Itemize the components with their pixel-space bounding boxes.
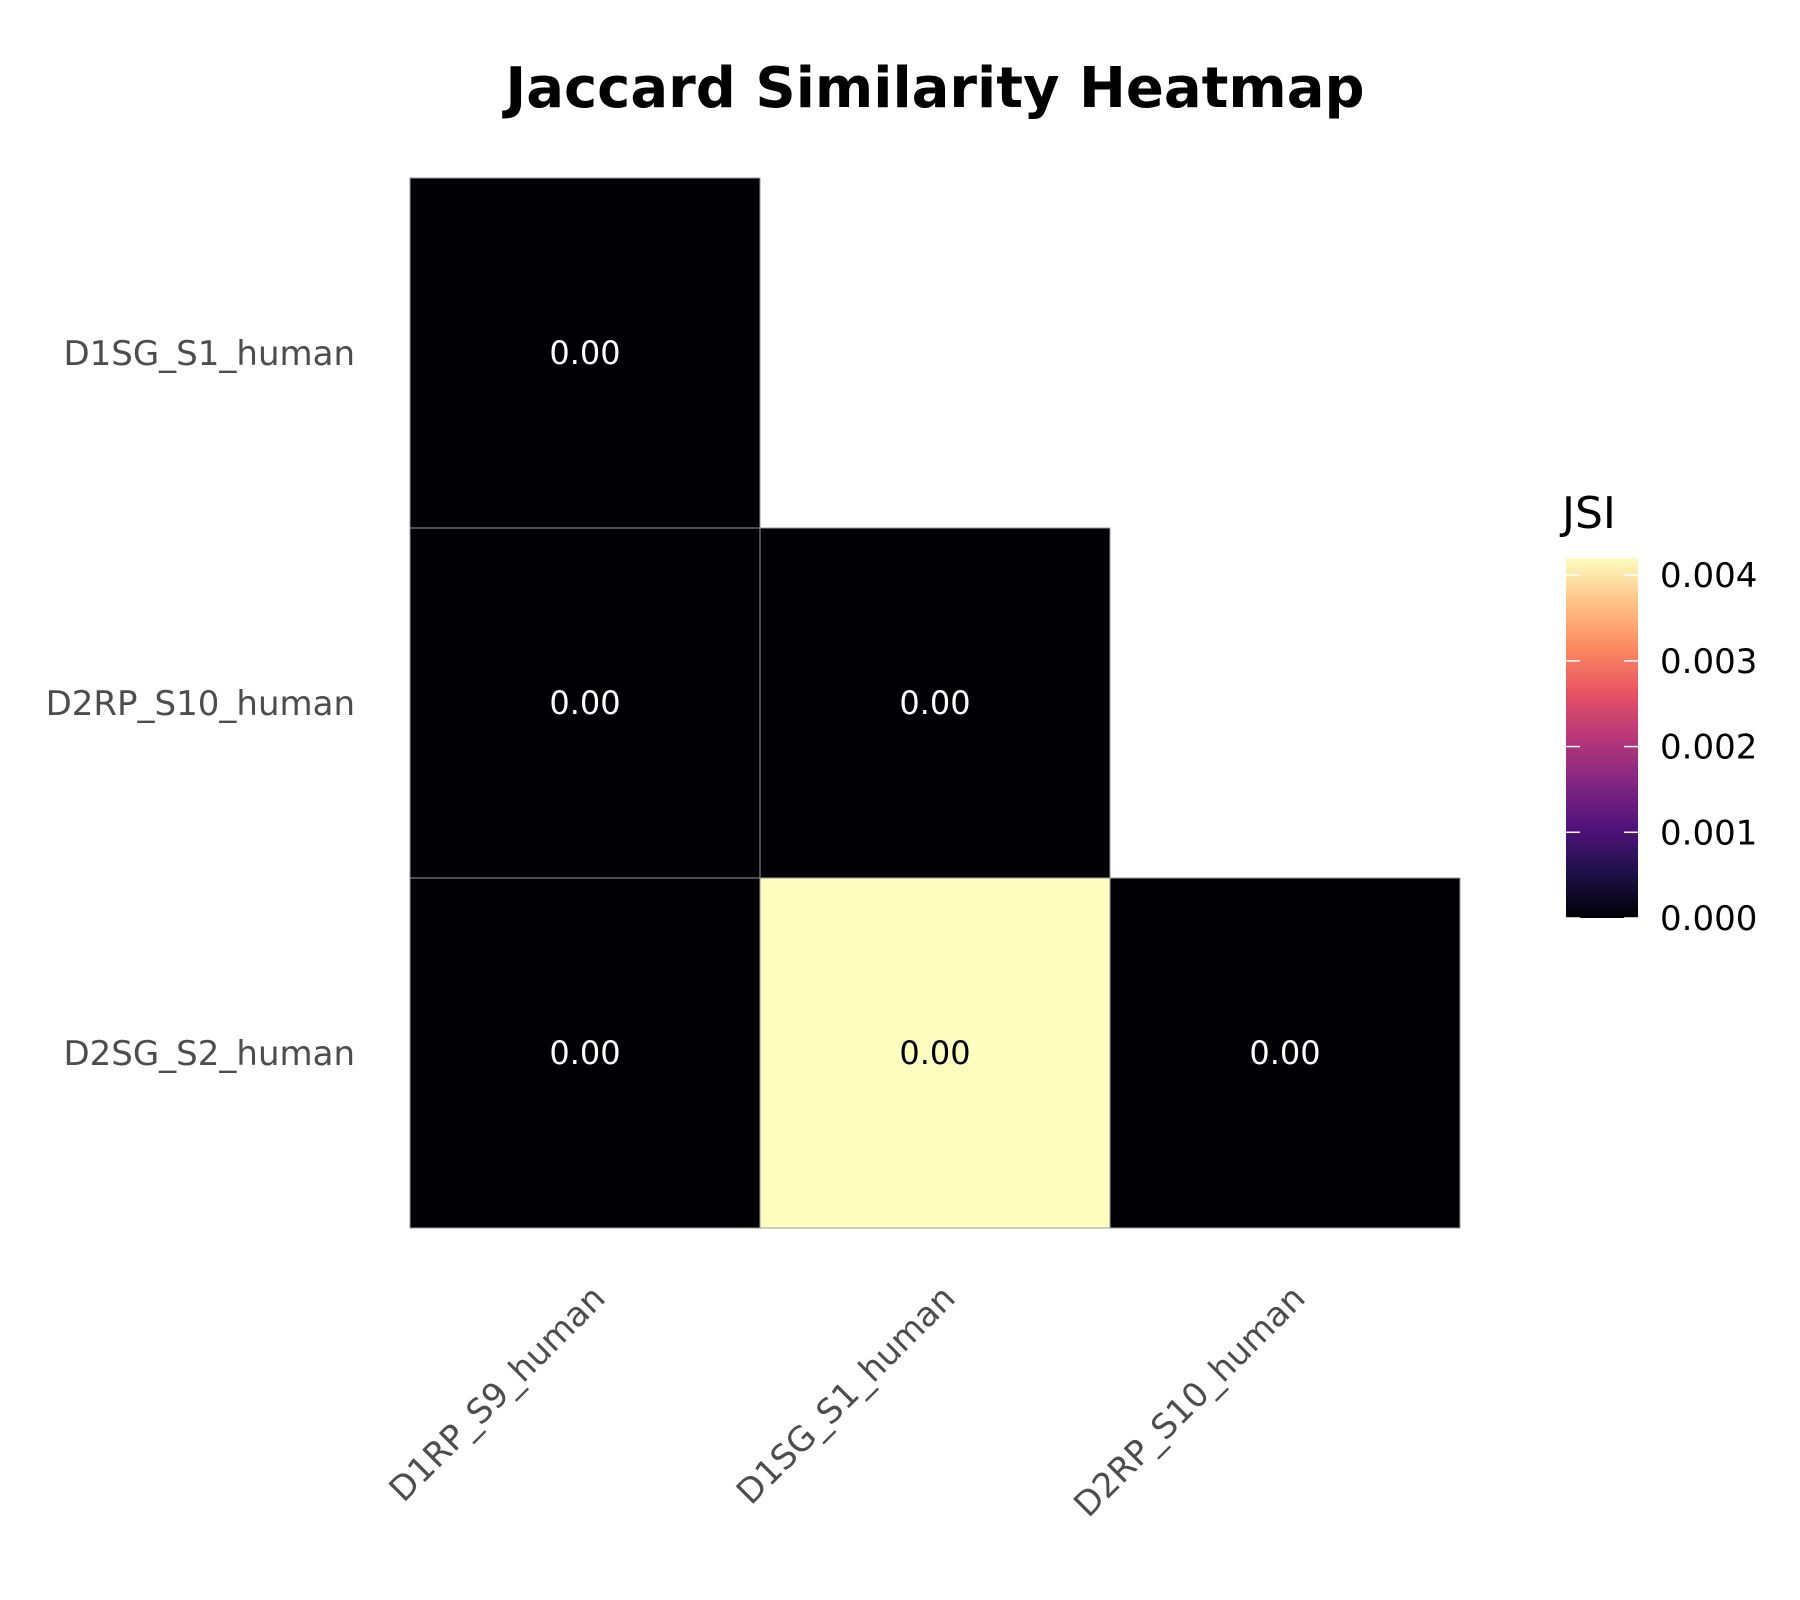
x-tick-label: D1SG_S1_human: [729, 1278, 963, 1512]
heatmap-cells: 0.00 0.00 0.00 0.00 0.00 0.00: [409, 177, 1461, 1229]
colorbar-tick-label: 0.004: [1660, 556, 1757, 596]
y-tick-label: D2SG_S2_human: [63, 1034, 355, 1074]
colorbar-title: JSI: [1559, 488, 1616, 539]
x-tick-label: D2RP_S10_human: [1066, 1278, 1313, 1525]
heatmap-cell: [409, 877, 761, 1229]
colorbar-legend: JSI 0.000 0.001 0.002 0.003 0.004: [1559, 488, 1757, 939]
cell-value-label: 0.00: [1249, 1034, 1320, 1072]
y-tick-label: D1SG_S1_human: [63, 334, 355, 374]
chart-title: Jaccard Similarity Heatmap: [501, 56, 1364, 121]
y-axis-labels: D1SG_S1_human D2RP_S10_human D2SG_S2_human: [46, 334, 355, 1074]
heatmap-cell: [759, 527, 1111, 879]
heatmap-cell: [1109, 877, 1461, 1229]
x-tick-label: D1RP_S9_human: [382, 1278, 614, 1510]
colorbar-tick-label: 0.002: [1660, 728, 1757, 768]
cell-value-label: 0.00: [899, 1034, 970, 1072]
y-tick-label: D2RP_S10_human: [46, 684, 355, 724]
cell-value-label: 0.00: [899, 684, 970, 722]
cell-value-label: 0.00: [549, 684, 620, 722]
heatmap-cell: [409, 527, 761, 879]
x-axis-labels: D1RP_S9_human D1SG_S1_human D2RP_S10_human: [382, 1278, 1314, 1525]
cell-value-label: 0.00: [549, 334, 620, 372]
heatmap-cell: [759, 877, 1111, 1229]
colorbar-tick-label: 0.001: [1660, 813, 1757, 853]
colorbar-tick-label: 0.000: [1660, 899, 1757, 939]
cell-value-label: 0.00: [549, 1034, 620, 1072]
colorbar-gradient: [1566, 558, 1638, 918]
heatmap-cell: [409, 177, 761, 529]
colorbar-tick-label: 0.003: [1660, 642, 1757, 682]
